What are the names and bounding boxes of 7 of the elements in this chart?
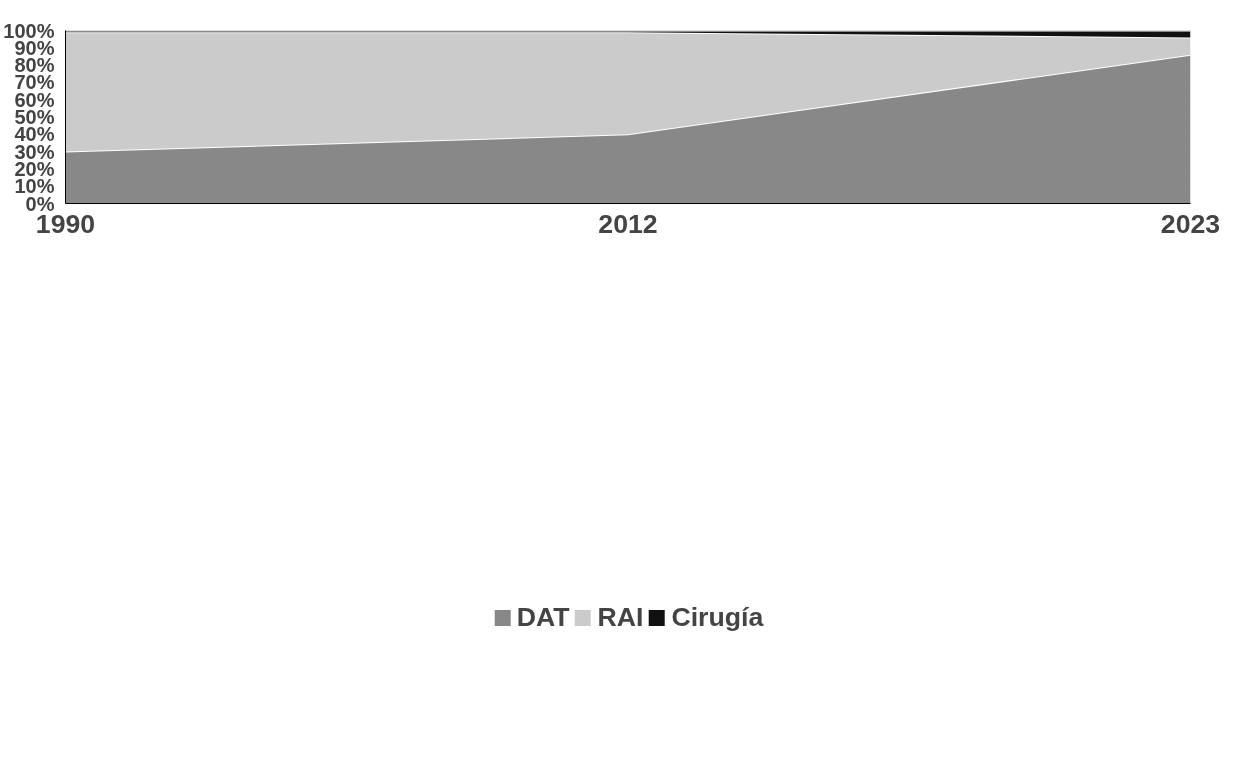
legend-label: Cirugía [671, 601, 764, 633]
y-tick-label: 10% [14, 175, 55, 198]
x-tick-label: 2012 [598, 208, 658, 239]
x-tick-label: 2023 [1160, 208, 1221, 239]
legend-label: DAT [516, 601, 570, 633]
y-tick-label: 100% [3, 19, 55, 42]
legend-label: RAI [597, 601, 644, 633]
